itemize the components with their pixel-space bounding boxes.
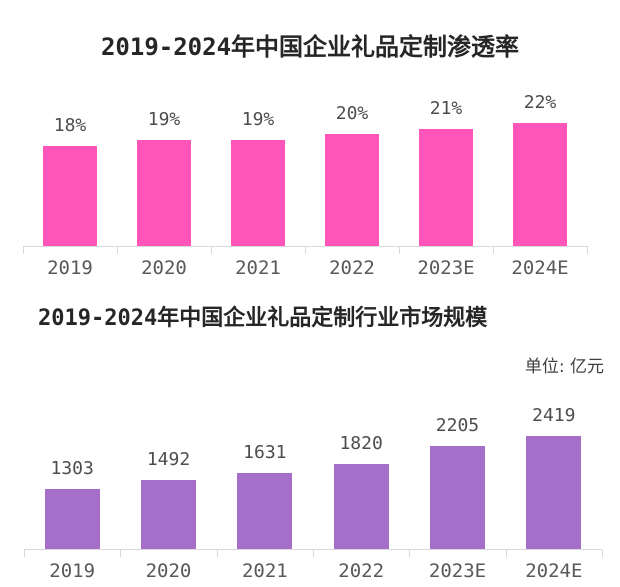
bar-value-label: 22% — [523, 92, 557, 113]
axis-tick — [493, 247, 494, 254]
bar — [526, 436, 582, 550]
axis-tick — [305, 247, 306, 254]
bar-slot: 1303 — [24, 390, 120, 550]
x-axis-label: 2023E — [417, 257, 475, 279]
bar-value-label: 1492 — [146, 449, 191, 470]
bar-slot: 1492 — [120, 390, 216, 550]
bar — [140, 480, 196, 550]
bar-slot: 2419 — [506, 390, 602, 550]
x-axis-label: 2024E — [511, 257, 569, 279]
x-axis-label: 2023E — [428, 560, 487, 582]
axis-tick — [117, 247, 118, 254]
bar-slot: 1631 — [217, 390, 313, 550]
x-axis-label: 2020 — [141, 257, 187, 279]
bar — [237, 473, 293, 550]
x-axis-label: 2021 — [235, 257, 281, 279]
axis-tick — [601, 550, 603, 557]
axis-tick — [216, 550, 218, 557]
chart-title: 2019-2024年中国企业礼品定制行业市场规模 — [38, 306, 488, 331]
bar-slot: 19% — [117, 87, 211, 247]
bar-value-label: 1820 — [339, 433, 383, 454]
bar — [137, 140, 191, 247]
bar — [325, 134, 379, 247]
axis-tick — [587, 247, 588, 254]
bar-slot: 1820 — [313, 390, 409, 550]
bar-group: 1303 1492 1631 1820 2205 2419 — [24, 390, 602, 550]
axis-tick — [24, 550, 25, 557]
axis-tick — [409, 550, 411, 557]
bar-slot: 18% — [23, 87, 117, 247]
x-axis-label: 2022 — [338, 560, 385, 582]
bar — [419, 129, 473, 247]
x-axis-label: 2021 — [241, 560, 288, 582]
axis-tick — [399, 247, 400, 254]
x-axis-label: 2024E — [525, 560, 583, 582]
bar-value-label: 1303 — [50, 458, 94, 479]
axis-tick — [505, 550, 507, 557]
unit-label: 单位: 亿元 — [524, 357, 604, 377]
bar-value-label: 18% — [53, 115, 87, 136]
x-axis-labels: 2019 2020 2021 2022 2023E 2024E — [23, 258, 587, 279]
bar-value-label: 1631 — [243, 442, 287, 463]
bar-value-label: 19% — [241, 109, 275, 130]
axis-tick — [23, 247, 24, 254]
bar — [43, 146, 97, 247]
bar-value-label: 2419 — [532, 405, 576, 426]
bar — [231, 140, 285, 247]
x-axis-label: 2022 — [329, 257, 375, 279]
x-axis-line — [24, 549, 602, 550]
axis-tick — [312, 550, 314, 557]
x-axis-labels: 2019 2020 2021 2022 2023E 2024E — [24, 561, 602, 582]
bar-value-label: 21% — [429, 98, 463, 119]
bar — [513, 123, 567, 247]
bar-group: 18% 19% 19% 20% 21% 22% — [23, 87, 587, 247]
axis-tick — [211, 247, 212, 254]
bar-slot: 22% — [493, 87, 587, 247]
axis-tick — [120, 550, 122, 557]
bar-slot: 2205 — [409, 390, 505, 550]
bar-value-label: 2205 — [435, 415, 480, 436]
bar-value-label: 19% — [147, 109, 181, 130]
chart-title: 2019-2024年中国企业礼品定制渗透率 — [100, 33, 520, 61]
plot-area: 1303 1492 1631 1820 2205 2419 — [0, 390, 620, 557]
bar-slot: 21% — [399, 87, 493, 247]
bar — [44, 489, 100, 550]
x-axis-line — [23, 246, 588, 247]
bar-slot: 19% — [211, 87, 305, 247]
bar-value-label: 20% — [335, 103, 369, 124]
x-axis-label: 2019 — [47, 257, 93, 279]
bar-slot: 20% — [305, 87, 399, 247]
bar — [333, 464, 389, 550]
x-axis-label: 2019 — [49, 560, 96, 582]
plot-area: 18% 19% 19% 20% 21% 22% — [0, 87, 620, 254]
x-axis-label: 2020 — [145, 560, 192, 582]
bar — [429, 446, 485, 550]
